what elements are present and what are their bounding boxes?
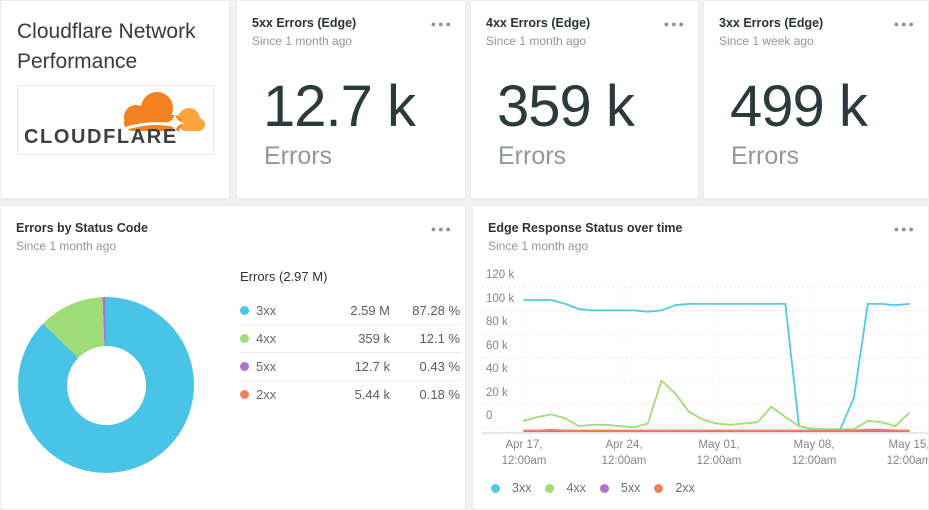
metric-value: 12.7 k bbox=[263, 74, 416, 139]
legend-item-4xx[interactable]: 4xx bbox=[545, 481, 586, 495]
metric-card-5xx: 5xx Errors (Edge) Since 1 month ago ●●● … bbox=[236, 0, 466, 199]
metric-value: 499 k bbox=[730, 74, 868, 139]
x-axis-tick: Apr 17, 12:00am bbox=[501, 439, 547, 467]
card-timerange: Since 1 month ago bbox=[252, 34, 353, 48]
series-color-dot bbox=[654, 483, 664, 493]
cloudflare-cloud-icon bbox=[113, 88, 209, 141]
card-menu-icon[interactable]: ●●● bbox=[893, 19, 916, 29]
card-title: 5xx Errors (Edge) bbox=[252, 16, 357, 30]
card-timerange: Since 1 month ago bbox=[16, 239, 117, 253]
metric-unit: Errors bbox=[731, 142, 800, 170]
series-percent: 0.18 % bbox=[419, 387, 460, 402]
errors-by-status-card: Errors by Status Code Since 1 month ago … bbox=[0, 205, 466, 510]
metric-value: 359 k bbox=[497, 74, 635, 139]
pie-legend-table: Errors (2.97 M) 3xx 2.59 M 87.28 % 4xx 3… bbox=[240, 269, 462, 408]
series-color-dot bbox=[240, 390, 249, 399]
y-axis-tick: 80 k bbox=[486, 316, 508, 328]
branding-card: Cloudflare Network Performance CLOUDFLAR… bbox=[0, 0, 230, 199]
series-color-dot bbox=[240, 305, 249, 315]
series-label: 5xx bbox=[256, 359, 277, 374]
series-value: 2.59 M bbox=[350, 302, 390, 318]
y-axis-tick: 120 k bbox=[486, 269, 515, 281]
line-chart-legend: 3xx 4xx 5xx 2xx bbox=[491, 481, 695, 495]
pie-legend-title: Errors (2.97 M) bbox=[240, 269, 328, 284]
series-value: 359 k bbox=[358, 331, 390, 346]
metric-card-4xx: 4xx Errors (Edge) Since 1 month ago ●●● … bbox=[470, 0, 699, 199]
series-color-dot bbox=[599, 483, 609, 493]
pie-legend-row-5xx[interactable]: 5xx 12.7 k 0.43 % bbox=[240, 352, 462, 380]
y-axis-tick: 0 bbox=[486, 410, 493, 422]
series-label: 4xx bbox=[256, 331, 277, 346]
series-percent: 87.28 % bbox=[412, 302, 460, 318]
series-color-dot bbox=[491, 483, 500, 493]
metric-unit: Errors bbox=[264, 142, 333, 170]
x-axis-tick: May 01, 12:00am bbox=[696, 439, 742, 467]
pie-legend-row-4xx[interactable]: 4xx 359 k 12.1 % bbox=[240, 324, 462, 352]
metric-unit: Errors bbox=[498, 142, 567, 170]
edge-response-status-card: Edge Response Status over time Since 1 m… bbox=[472, 205, 929, 510]
cloudflare-logo: CLOUDFLARE’ bbox=[17, 85, 214, 155]
card-timerange: Since 1 week ago bbox=[719, 34, 814, 48]
card-menu-icon[interactable]: ●●● bbox=[893, 224, 916, 234]
card-menu-icon[interactable]: ●●● bbox=[430, 224, 453, 234]
legend-item-2xx[interactable]: 2xx bbox=[654, 481, 695, 495]
series-value: 12.7 k bbox=[354, 359, 390, 374]
donut-chart[interactable] bbox=[18, 297, 194, 473]
series-percent: 0.43 % bbox=[419, 359, 460, 374]
legend-item-3xx[interactable]: 3xx bbox=[491, 481, 531, 495]
series-color-dot bbox=[545, 483, 555, 493]
dashboard-title: Cloudflare Network Performance bbox=[17, 20, 196, 73]
x-axis-tick: Apr 24, 12:00am bbox=[601, 439, 647, 467]
series-label: 2xx bbox=[256, 387, 277, 402]
y-axis-tick: 100 k bbox=[486, 292, 515, 305]
series-label: 3xx bbox=[256, 302, 277, 318]
y-axis-tick: 20 k bbox=[486, 386, 508, 399]
y-axis-tick: 40 k bbox=[486, 363, 508, 375]
card-title: Errors by Status Code bbox=[16, 221, 148, 235]
metric-card-3xx: 3xx Errors (Edge) Since 1 week ago ●●● 4… bbox=[703, 0, 929, 199]
x-axis-tick: May 15, 12:00am bbox=[886, 439, 929, 467]
card-title: 4xx Errors (Edge) bbox=[486, 16, 591, 30]
card-title: 3xx Errors (Edge) bbox=[719, 16, 824, 30]
series-percent: 12.1 % bbox=[419, 331, 460, 346]
line-chart-plot[interactable]: 120 k 100 k 80 k 60 k 40 k 20 k 0 bbox=[482, 269, 928, 441]
series-value: 5.44 k bbox=[354, 387, 390, 402]
x-axis-tick: May 08, 12:00am bbox=[791, 439, 837, 467]
card-timerange: Since 1 month ago bbox=[486, 34, 587, 48]
cloudflare-wordmark: CLOUDFLARE’ bbox=[24, 126, 182, 148]
card-menu-icon[interactable]: ●●● bbox=[430, 19, 453, 29]
y-axis-tick: 60 k bbox=[486, 339, 508, 352]
series-color-dot bbox=[240, 362, 249, 371]
card-title: Edge Response Status over time bbox=[488, 221, 683, 235]
legend-item-5xx[interactable]: 5xx bbox=[599, 481, 640, 495]
card-timerange: Since 1 month ago bbox=[488, 239, 589, 253]
pie-legend-row-2xx[interactable]: 2xx 5.44 k 0.18 % bbox=[240, 380, 462, 408]
card-menu-icon[interactable]: ●●● bbox=[663, 19, 686, 29]
series-color-dot bbox=[240, 334, 249, 343]
pie-legend-row-3xx[interactable]: 3xx 2.59 M 87.28 % bbox=[240, 296, 462, 324]
